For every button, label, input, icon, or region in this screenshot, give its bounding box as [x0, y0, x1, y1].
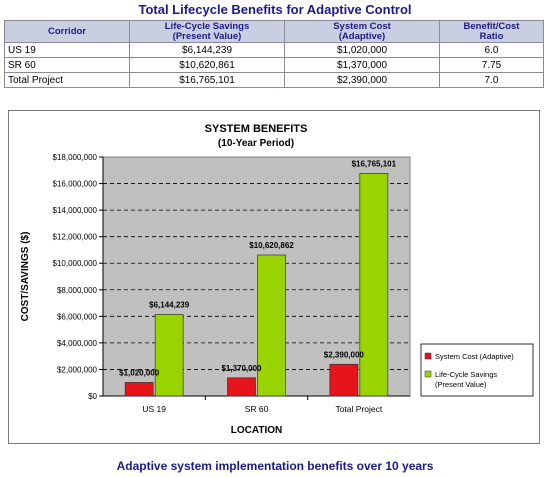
x-tick-label: US 19	[142, 404, 166, 414]
page-caption: Adaptive system implementation benefits …	[116, 459, 434, 473]
chart-subtitle: (10-Year Period)	[218, 138, 294, 149]
chart-title: SYSTEM BENEFITS	[205, 123, 308, 135]
y-tick-label: $6,000,000	[57, 312, 98, 321]
cell-cost: $1,370,000	[284, 57, 440, 73]
legend-swatch-cost	[424, 352, 432, 360]
y-tick-label: $2,000,000	[57, 365, 98, 374]
bar-system-cost	[329, 363, 359, 397]
header-corridor: Corridor	[4, 20, 130, 43]
legend-swatch-savings	[424, 370, 432, 378]
data-label-savings: $10,620,862	[249, 241, 294, 250]
header-cost: System Cost (Adaptive)	[284, 20, 440, 43]
y-tick-label: $16,000,000	[53, 180, 98, 189]
header-savings: Life-Cycle Savings (Present Value)	[129, 20, 285, 43]
y-tick-label: $8,000,000	[57, 286, 98, 295]
cell-ratio: 7.0	[439, 72, 544, 88]
cell-ratio: 7.75	[439, 57, 544, 73]
legend-label-savings: Life-Cycle Savings	[435, 370, 497, 379]
data-label-cost: $1,370,000	[221, 364, 262, 373]
plot-area	[102, 156, 411, 397]
cell-savings: $16,765,101	[129, 72, 285, 88]
x-tick-label: SR 60	[245, 404, 269, 414]
row-total: Total Project $16,765,101 $2,390,000 7.0	[4, 72, 544, 88]
bar-lifecycle-savings	[154, 314, 184, 397]
data-label-cost: $1,020,000	[119, 368, 160, 377]
legend-label-cost: System Cost (Adaptive)	[435, 352, 514, 361]
legend-box	[420, 343, 534, 397]
cell-cost: $1,020,000	[284, 42, 440, 58]
y-tick-label: $12,000,000	[53, 233, 98, 242]
cell-ratio: 6.0	[439, 42, 544, 58]
data-label-savings: $6,144,239	[149, 300, 190, 309]
cell-savings: $10,620,861	[129, 57, 285, 73]
row-us19: US 19 $6,144,239 $1,020,000 6.0	[4, 42, 544, 58]
table-title: Total Lifecycle Benefits for Adaptive Co…	[138, 2, 412, 17]
row-sr60: SR 60 $10,620,861 $1,370,000 7.75	[4, 57, 544, 73]
cell-corridor: US 19	[4, 42, 130, 58]
y-tick-label: $4,000,000	[57, 339, 98, 348]
y-tick-label: $10,000,000	[53, 259, 98, 268]
cell-corridor: SR 60	[4, 57, 130, 73]
bar-lifecycle-savings	[359, 173, 389, 397]
bar-lifecycle-savings	[257, 254, 286, 397]
y-tick-label: $18,000,000	[53, 153, 98, 162]
header-ratio: Benefit/Cost Ratio	[439, 20, 544, 43]
y-tick-label: $14,000,000	[53, 206, 98, 215]
data-label-savings: $16,765,101	[352, 159, 397, 168]
table-header-row: Corridor Life-Cycle Savings (Present Valu…	[4, 20, 544, 43]
cell-corridor: Total Project	[4, 72, 130, 88]
y-tick-label: $0	[88, 392, 97, 401]
cell-cost: $2,390,000	[284, 72, 440, 88]
x-axis-label: LOCATION	[231, 425, 282, 436]
x-tick-label: Total Project	[335, 404, 382, 414]
system-benefits-chart: SYSTEM BENEFITS (10-Year Period) $0 $2,000,…	[20, 123, 534, 436]
cell-savings: $6,144,239	[129, 42, 285, 58]
bar-system-cost	[227, 377, 256, 397]
bar-system-cost	[124, 382, 154, 397]
y-axis-label: COST/SAVINGS ($)	[20, 232, 31, 322]
data-label-cost: $2,390,000	[324, 350, 365, 359]
legend-label-savings-sub: (Present Value)	[435, 380, 487, 389]
benefits-table: Corridor Life-Cycle Savings (Present Valu…	[4, 20, 544, 88]
